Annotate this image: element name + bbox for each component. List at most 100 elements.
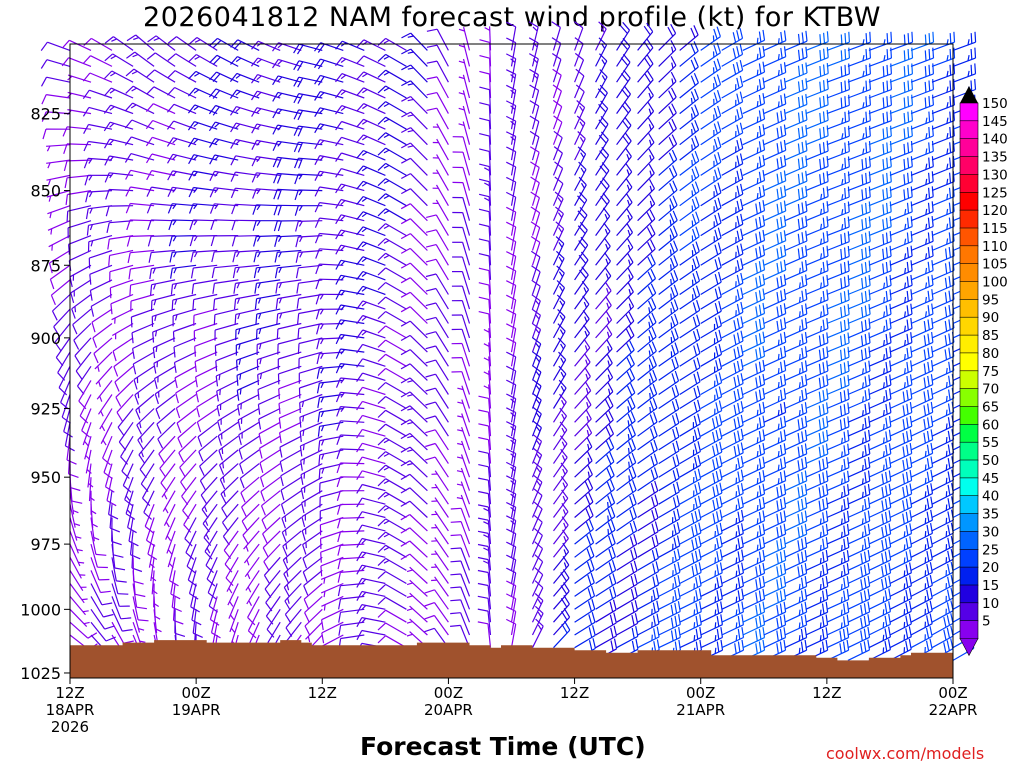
barb-feather	[230, 106, 237, 116]
barb-staff	[257, 57, 281, 67]
barb-feather	[213, 299, 216, 310]
barb-feather	[667, 26, 674, 37]
wind-barb	[225, 556, 239, 587]
barb-feather	[669, 219, 672, 226]
barb-feather	[273, 173, 278, 184]
barb-feather	[340, 215, 346, 221]
barb-feather	[172, 331, 175, 342]
wind-barb	[70, 279, 92, 304]
barb-feather	[335, 183, 342, 194]
barb-staff	[240, 476, 260, 494]
wind-barb	[239, 449, 260, 474]
barb-staff	[301, 490, 323, 504]
barb-staff	[257, 74, 281, 83]
barb-staff	[82, 422, 92, 446]
barb-staff	[132, 102, 155, 115]
wind-barb	[71, 294, 92, 319]
barb-feather	[41, 94, 47, 105]
barb-feather	[212, 106, 220, 116]
wind-barb	[194, 337, 218, 357]
barb-staff	[132, 583, 138, 608]
barb-feather	[258, 328, 262, 335]
barb-feather	[167, 36, 177, 44]
barb-staff	[133, 365, 155, 381]
barb-feather	[167, 203, 173, 214]
wind-barb	[62, 126, 92, 137]
barb-feather	[93, 353, 99, 364]
barb-staff	[144, 503, 155, 527]
barb-feather	[137, 439, 144, 450]
barb-feather	[83, 141, 89, 152]
barb-feather	[237, 313, 241, 320]
barb-staff	[131, 322, 155, 334]
barb-staff	[247, 596, 260, 618]
barb-feather	[106, 222, 110, 234]
barb-feather	[137, 392, 140, 399]
barb-staff	[90, 621, 107, 642]
barb-feather	[649, 406, 652, 413]
wind-barb	[280, 463, 302, 487]
barb-staff	[236, 106, 260, 115]
barb-staff	[152, 119, 176, 130]
barb-staff	[132, 337, 155, 350]
barb-staff	[177, 421, 197, 439]
barb-staff	[131, 544, 134, 569]
wind-barb	[250, 90, 281, 101]
barb-staff	[111, 583, 120, 607]
barb-staff	[50, 264, 71, 280]
barb-feather	[84, 175, 89, 186]
barb-feather	[297, 77, 304, 88]
barb-staff	[199, 449, 218, 467]
barb-feather	[276, 328, 279, 340]
wind-barb	[82, 106, 113, 117]
barb-feather	[273, 205, 278, 216]
barb-feather	[297, 61, 304, 72]
barb-feather	[219, 464, 225, 475]
wind-barb	[208, 88, 239, 99]
barb-staff	[340, 516, 365, 519]
barb-feather	[293, 43, 300, 54]
barb-staff	[53, 308, 71, 328]
barb-feather	[167, 70, 176, 79]
wind-barb	[55, 337, 71, 367]
barb-staff	[303, 583, 323, 600]
barb-feather	[105, 189, 110, 200]
wind-barb	[282, 543, 302, 570]
barb-feather	[256, 91, 262, 97]
barb-feather	[145, 153, 153, 164]
barb-feather	[335, 304, 342, 315]
wind-barb	[107, 235, 134, 250]
barb-feather	[86, 225, 90, 236]
barb-feather	[114, 381, 120, 392]
barb-feather	[258, 313, 262, 319]
barb-feather	[272, 59, 279, 69]
barb-feather	[206, 547, 211, 554]
wind-barb	[210, 219, 239, 230]
wind-barb	[301, 503, 323, 528]
wind-barb	[209, 54, 239, 67]
wind-barb	[238, 421, 260, 446]
barb-feather	[317, 59, 325, 70]
barb-staff	[319, 278, 344, 281]
wind-barb	[335, 56, 365, 67]
barb-feather	[64, 177, 68, 189]
wind-barb	[215, 365, 239, 387]
barb-staff	[219, 449, 239, 466]
barb-feather	[691, 144, 693, 151]
barb-staff	[130, 235, 155, 237]
barb-staff	[285, 608, 302, 629]
barb-feather	[117, 593, 129, 595]
barb-staff	[257, 40, 281, 51]
wind-barb	[81, 408, 92, 438]
barb-feather	[297, 94, 304, 104]
barb-feather	[263, 561, 270, 571]
barb-feather	[262, 547, 269, 558]
wind-barb	[252, 188, 281, 199]
barb-feather	[335, 229, 342, 240]
barb-feather	[113, 554, 124, 558]
barb-feather	[174, 299, 178, 305]
barb-feather	[165, 521, 170, 528]
barb-feather	[256, 220, 261, 227]
barb-feather	[251, 74, 258, 84]
wind-barb	[282, 530, 302, 557]
